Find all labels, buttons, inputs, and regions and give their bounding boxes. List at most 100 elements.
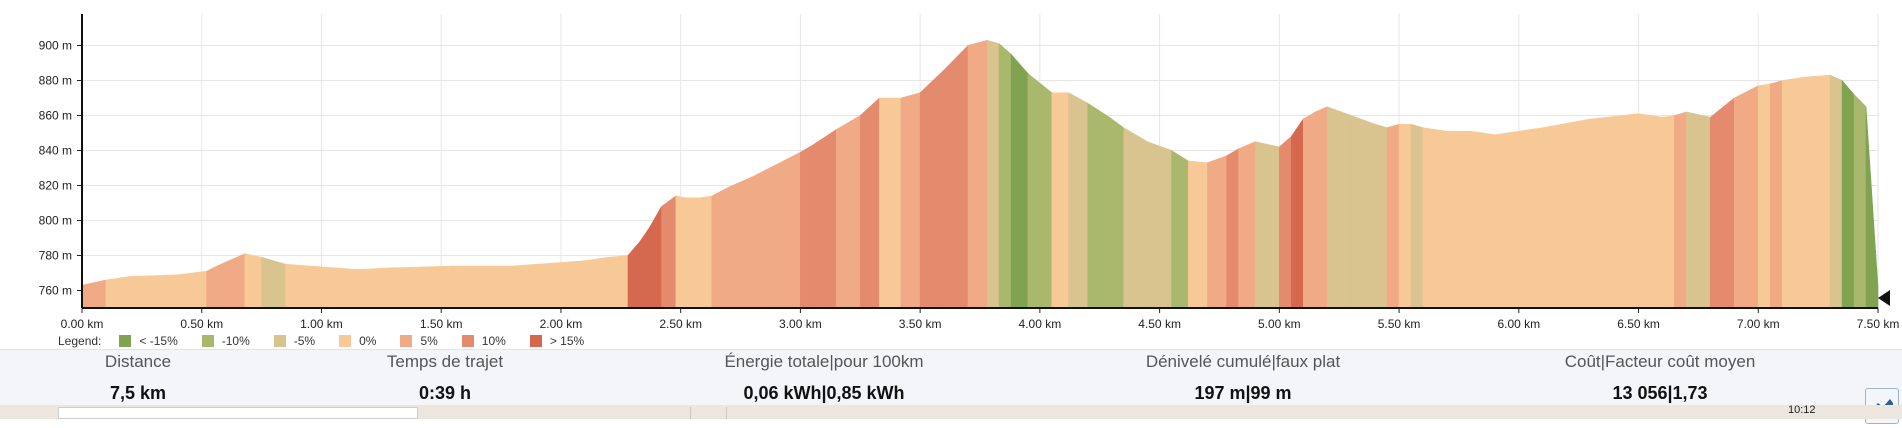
area-segment: [836, 114, 861, 309]
area-segment: [1291, 118, 1304, 309]
y-tick-label: 860 m: [39, 109, 72, 123]
area-segment: [1314, 106, 1328, 309]
area-segment: [1710, 97, 1735, 309]
area-segment: [1769, 80, 1783, 309]
stat-cost-label: Coût|Facteur coût moyen: [1564, 352, 1756, 371]
legend-item: 5%: [400, 334, 438, 348]
area-segment: [232, 253, 246, 309]
route-stats-bar: Distance 7,5 km Temps de trajet 0:39 h É…: [0, 349, 1902, 405]
x-tick-label: 2.00 km: [540, 317, 583, 331]
y-tick-label: 840 m: [39, 144, 72, 158]
area-segment: [1386, 123, 1400, 309]
area-segment: [639, 226, 650, 309]
x-tick-label: 4.00 km: [1019, 317, 1062, 331]
legend-swatch: [461, 335, 474, 347]
x-tick-label: 6.50 km: [1617, 317, 1660, 331]
area-segment: [1207, 155, 1227, 309]
area-segment: [1147, 141, 1172, 309]
elevation-profile-chart: 760 m 780 m 800 m 820 m 840 m 860 m 880 m 900 m…: [39, 14, 1900, 331]
legend-label: < -15%: [139, 334, 178, 348]
legend-item: > 15%: [529, 334, 585, 348]
legend-label: > 15%: [549, 334, 585, 348]
x-tick-label: 5.00 km: [1258, 317, 1301, 331]
stat-elevation-gain: Dénivelé cumulé|faux plat 197 m|99 m: [1093, 350, 1393, 404]
stat-cost: Coût|Facteur coût moyen 13 056|1,73: [1510, 350, 1810, 404]
area-segment: [105, 276, 131, 309]
x-tick-label: 7.50 km: [1857, 317, 1900, 331]
area-segment: [536, 262, 562, 309]
legend-item: 0%: [339, 334, 376, 348]
area-segment: [220, 258, 234, 309]
area-segment: [1123, 127, 1148, 309]
area-segment: [685, 197, 701, 309]
stat-travel-time-label: Temps de trajet: [386, 352, 504, 371]
legend-swatch: [400, 335, 413, 347]
area-segment: [1398, 123, 1412, 309]
stat-energy-label: Énergie totale|pour 100km: [724, 352, 924, 371]
area-segment: [1494, 130, 1520, 309]
stat-distance-label: Distance: [104, 352, 172, 371]
legend-swatch: [201, 335, 214, 347]
area-segment: [1188, 160, 1208, 309]
chart-axes: [81, 14, 1878, 309]
area-segment: [1781, 76, 1807, 309]
chart-legend: Legend: < -15% -10% -5% 0% 5% 10% > 15%: [58, 333, 608, 349]
position-marker-icon[interactable]: [1878, 290, 1890, 306]
taskbar-separator: [690, 407, 691, 419]
x-tick-label: 0.50 km: [180, 317, 223, 331]
x-tick-label: 5.50 km: [1378, 317, 1421, 331]
y-tick-label: 780 m: [39, 249, 72, 263]
area-segment: [1326, 106, 1352, 309]
legend-title: Legend:: [58, 334, 102, 348]
area-segment: [675, 195, 686, 309]
area-segment: [1106, 114, 1124, 309]
area-segment: [1841, 79, 1855, 309]
area-segment: [1010, 53, 1029, 309]
taskbar-clock: 10:12: [1788, 404, 1816, 416]
x-tick-label: 1.50 km: [420, 317, 463, 331]
x-tick-label: 7.00 km: [1737, 317, 1780, 331]
y-tick-label: 880 m: [39, 74, 72, 88]
x-axis-labels: 0.00 km 0.50 km 1.00 km 1.50 km 2.00 km 2.50 …: [61, 317, 1900, 331]
area-segment: [333, 267, 358, 309]
legend-label: 10%: [481, 334, 506, 348]
area-segment: [1226, 148, 1239, 309]
x-tick-label: 1.00 km: [300, 317, 343, 331]
area-segment: [967, 39, 988, 309]
area-segment: [1410, 123, 1424, 309]
legend-item: < -15%: [119, 334, 178, 348]
area-segment: [998, 43, 1012, 309]
area-segment: [1374, 123, 1388, 309]
area-segment: [206, 263, 222, 309]
y-tick-label: 900 m: [39, 39, 72, 53]
area-segment: [129, 274, 179, 309]
area-segment: [357, 267, 394, 309]
stat-energy: Énergie totale|pour 100km 0,06 kWh|0,85 …: [674, 350, 974, 404]
stat-cost-value: 13 056|1,73: [1612, 383, 1708, 403]
legend-label: 5%: [420, 334, 438, 348]
area-segment: [81, 279, 107, 309]
area-segment: [309, 265, 334, 309]
area-segment: [1068, 92, 1089, 309]
area-segment: [711, 186, 729, 309]
area-segment: [1171, 149, 1189, 309]
area-segment: [900, 92, 921, 309]
legend-swatch: [119, 335, 132, 347]
legend-item: 10%: [461, 334, 506, 348]
area-segment: [1829, 74, 1843, 309]
x-tick-label: 3.50 km: [899, 317, 942, 331]
area-segment: [1662, 115, 1675, 309]
stat-energy-value: 0,06 kWh|0,85 kWh: [743, 383, 905, 403]
area-segment: [1865, 106, 1879, 309]
area-segment: [661, 195, 677, 309]
taskbar-search-box[interactable]: [58, 407, 418, 419]
stat-distance-value: 7,5 km: [109, 383, 167, 403]
area-segment: [1542, 118, 1591, 309]
y-tick-label: 760 m: [39, 284, 72, 298]
area-segment: [285, 263, 310, 309]
legend-item: -10%: [201, 334, 250, 348]
area-segment: [1255, 141, 1280, 309]
area-segment: [943, 44, 969, 309]
area-segment: [1279, 135, 1292, 309]
area-segment: [608, 255, 629, 309]
